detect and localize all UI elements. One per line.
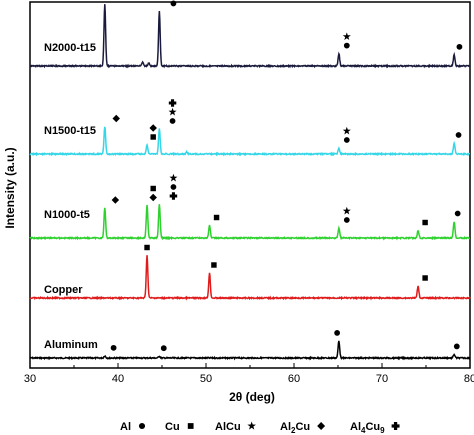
marker-square	[150, 134, 156, 140]
legend-entry: Cu	[165, 421, 194, 433]
x-tick-label-80: 80	[464, 373, 474, 385]
legend-entry: Al4Cu9	[350, 421, 400, 435]
marker-diamond	[149, 124, 157, 132]
series-N1500-t15: N1500-t15	[29, 99, 471, 157]
marker-star	[168, 107, 177, 116]
trace-Copper	[29, 255, 471, 301]
series-label: N2000-t15	[44, 42, 96, 54]
legend-label: Al4Cu9	[350, 421, 385, 435]
series-label: Aluminum	[44, 339, 98, 351]
x-axis-label: 2θ (deg)	[229, 390, 275, 404]
marker-diamond	[111, 196, 120, 204]
marker-circle	[110, 344, 117, 351]
legend-label: Cu	[165, 421, 180, 433]
marker-circle	[454, 210, 461, 217]
series-Aluminum: Aluminum	[29, 330, 471, 361]
trace-N1500-t15	[29, 126, 471, 157]
marker-square	[422, 219, 428, 226]
marker-circle	[343, 137, 350, 143]
legend-label: Al	[120, 421, 131, 433]
marker-plus	[169, 192, 178, 200]
legend-diamond-icon	[317, 422, 326, 430]
marker-plus	[168, 99, 177, 107]
marker-square	[422, 275, 428, 281]
trace-Aluminum	[29, 340, 471, 361]
marker-circle	[170, 0, 177, 7]
x-tick-label-40: 40	[112, 373, 124, 385]
marker-circle	[160, 345, 167, 352]
x-tick-label-70: 70	[376, 373, 388, 385]
marker-square	[213, 214, 220, 221]
plot-frame	[29, 1, 471, 369]
series-N1000-t5: N1000-t5	[29, 173, 471, 241]
x-tick-label-50: 50	[200, 373, 212, 385]
marker-square	[150, 185, 156, 192]
marker-circle	[343, 42, 350, 49]
marker-star	[169, 173, 178, 182]
series-Copper: Copper	[29, 244, 471, 301]
x-tick-label-30: 30	[24, 373, 36, 385]
marker-diamond	[149, 193, 157, 202]
series-label: Copper	[44, 284, 83, 296]
legend: Al Cu AlCu Al2Cu Al4Cu9	[120, 421, 400, 435]
legend-label: Al2Cu	[280, 421, 310, 435]
legend-circle-icon	[138, 422, 146, 430]
legend-label: AlCu	[215, 421, 241, 433]
marker-diamond	[112, 114, 120, 123]
trace-N1000-t5	[29, 204, 471, 241]
legend-star-icon	[247, 421, 256, 430]
trace-N2000-t15	[29, 4, 471, 69]
y-axis-label: Intensity (a.u.)	[3, 147, 17, 228]
series-label: N1000-t5	[44, 209, 90, 221]
marker-circle	[453, 343, 460, 350]
marker-square	[211, 262, 217, 268]
marker-circle	[169, 118, 176, 124]
marker-circle	[170, 184, 177, 190]
legend-entry: Al2Cu	[280, 421, 326, 435]
legend-entry: AlCu	[215, 421, 256, 433]
marker-circle	[455, 132, 462, 138]
x-axis-ticks: 30 40 50 60 70 80	[24, 363, 474, 385]
legend-square-icon	[187, 423, 194, 429]
legend-entry: Al	[120, 421, 146, 433]
series-label: N1500-t15	[44, 125, 96, 137]
marker-square	[144, 244, 150, 251]
marker-circle	[343, 217, 350, 223]
series-N2000-t15: N2000-t15	[29, 0, 471, 69]
x-tick-label-60: 60	[288, 373, 300, 385]
marker-star	[342, 32, 351, 41]
marker-star	[342, 126, 351, 135]
marker-star	[342, 206, 351, 215]
marker-circle	[456, 43, 463, 50]
legend-plus-icon	[391, 422, 400, 430]
series-group: Aluminum Copper N1000-t5 N1500-t15 N2000-t15	[29, 0, 471, 361]
marker-circle	[334, 330, 341, 336]
